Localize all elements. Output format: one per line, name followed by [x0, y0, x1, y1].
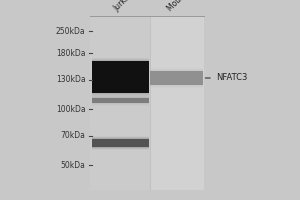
- Bar: [92, 94, 148, 106]
- Bar: [92, 136, 148, 150]
- Text: 70kDa: 70kDa: [61, 132, 85, 140]
- Bar: [92, 96, 148, 104]
- Bar: [92, 137, 148, 149]
- Text: 50kDa: 50kDa: [61, 160, 85, 170]
- Text: NFATC3: NFATC3: [216, 73, 248, 82]
- Text: 250kDa: 250kDa: [56, 26, 85, 36]
- Bar: [90, 16, 204, 190]
- Bar: [92, 98, 148, 102]
- Bar: [92, 138, 148, 148]
- Bar: [150, 68, 202, 88]
- Bar: [92, 61, 148, 93]
- Bar: [92, 137, 148, 149]
- Bar: [150, 16, 204, 190]
- Text: 130kDa: 130kDa: [56, 75, 85, 84]
- Bar: [92, 62, 148, 92]
- Bar: [92, 95, 148, 105]
- Bar: [90, 16, 150, 190]
- Bar: [92, 60, 148, 94]
- Text: Mouse thymus: Mouse thymus: [166, 0, 212, 13]
- Bar: [92, 139, 148, 147]
- Bar: [150, 71, 202, 85]
- Bar: [150, 70, 202, 86]
- Text: 100kDa: 100kDa: [56, 104, 85, 114]
- Bar: [92, 97, 148, 103]
- Bar: [150, 72, 202, 84]
- Bar: [150, 69, 202, 87]
- Bar: [92, 59, 148, 95]
- Bar: [92, 58, 148, 96]
- Text: Jurkat: Jurkat: [112, 0, 134, 13]
- Text: 180kDa: 180kDa: [56, 48, 86, 58]
